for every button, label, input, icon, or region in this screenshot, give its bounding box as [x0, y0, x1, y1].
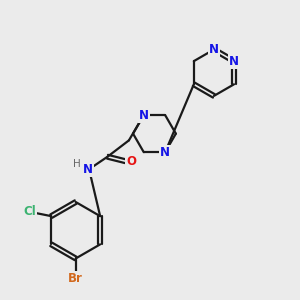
Text: N: N: [209, 43, 219, 56]
Text: Br: Br: [68, 272, 83, 285]
Text: N: N: [82, 163, 93, 176]
Text: H: H: [73, 159, 80, 169]
Text: N: N: [229, 55, 239, 68]
Text: N: N: [160, 146, 170, 159]
Text: O: O: [126, 155, 136, 168]
Text: N: N: [139, 109, 149, 122]
Text: Cl: Cl: [23, 205, 36, 218]
